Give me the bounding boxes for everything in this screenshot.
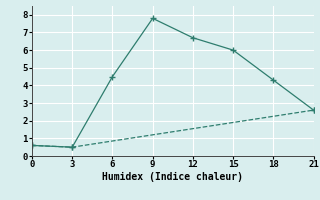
X-axis label: Humidex (Indice chaleur): Humidex (Indice chaleur) xyxy=(102,172,243,182)
